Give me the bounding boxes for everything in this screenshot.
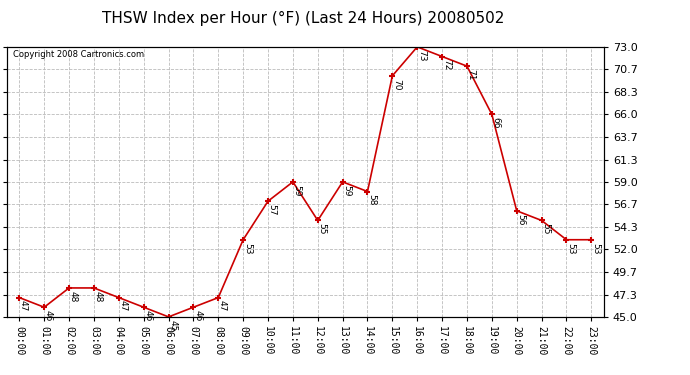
Text: 46: 46 — [193, 310, 202, 321]
Text: 56: 56 — [516, 214, 525, 225]
Text: 58: 58 — [367, 194, 376, 206]
Text: 66: 66 — [491, 117, 500, 129]
Text: 48: 48 — [69, 291, 78, 302]
Text: 47: 47 — [218, 300, 227, 312]
Text: THSW Index per Hour (°F) (Last 24 Hours) 20080502: THSW Index per Hour (°F) (Last 24 Hours)… — [102, 11, 505, 26]
Text: 48: 48 — [94, 291, 103, 302]
Text: 53: 53 — [591, 243, 600, 254]
Text: 46: 46 — [44, 310, 53, 321]
Text: 59: 59 — [293, 184, 302, 196]
Text: 47: 47 — [19, 300, 28, 312]
Text: 59: 59 — [342, 184, 351, 196]
Text: 46: 46 — [144, 310, 152, 321]
Text: 53: 53 — [243, 243, 252, 254]
Text: 55: 55 — [541, 223, 550, 235]
Text: 73: 73 — [417, 50, 426, 61]
Text: 47: 47 — [119, 300, 128, 312]
Text: 57: 57 — [268, 204, 277, 216]
Text: 71: 71 — [466, 69, 475, 81]
Text: 55: 55 — [317, 223, 326, 235]
Text: 70: 70 — [392, 79, 401, 90]
Text: 72: 72 — [442, 59, 451, 70]
Text: 53: 53 — [566, 243, 575, 254]
Text: 45: 45 — [168, 320, 177, 331]
Text: Copyright 2008 Cartronics.com: Copyright 2008 Cartronics.com — [13, 50, 144, 58]
